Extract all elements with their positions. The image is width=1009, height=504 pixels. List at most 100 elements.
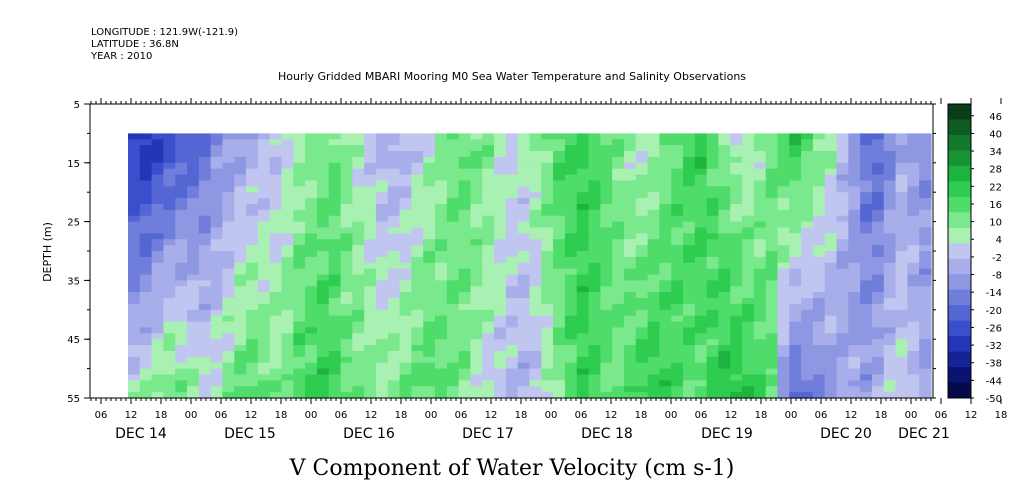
heatmap-cell <box>446 345 460 352</box>
heatmap-cell <box>222 339 235 346</box>
heatmap-cell <box>316 145 330 152</box>
heatmap-cell <box>883 156 897 164</box>
heatmap-cell <box>895 239 908 246</box>
heatmap-cell <box>753 298 767 305</box>
heatmap-cell <box>919 156 932 164</box>
heatmap-cell <box>163 321 176 329</box>
heatmap-cell <box>328 315 342 323</box>
heatmap-cell <box>340 309 353 317</box>
heatmap-cell <box>423 198 436 205</box>
heatmap-cell <box>612 386 625 393</box>
heatmap-cell <box>198 215 212 223</box>
heatmap-cell <box>600 262 613 270</box>
heatmap-cell <box>517 333 531 340</box>
heatmap-cell <box>718 168 731 176</box>
heatmap-cell <box>375 139 389 146</box>
heatmap-cell <box>375 274 389 281</box>
heatmap-cell <box>635 268 649 276</box>
heatmap-cell <box>919 392 932 399</box>
heatmap-cell <box>789 327 802 334</box>
heatmap-cell <box>718 339 731 346</box>
heatmap-cell <box>305 233 318 240</box>
heatmap-cell <box>375 280 389 287</box>
heatmap-cell <box>517 374 531 381</box>
heatmap-cell <box>753 262 767 270</box>
heatmap-cell <box>647 245 660 252</box>
heatmap-cell <box>765 268 779 276</box>
heatmap-cell <box>600 374 613 381</box>
heatmap-cell <box>246 256 259 264</box>
heatmap-cell <box>175 133 188 140</box>
heatmap-cell <box>836 139 849 146</box>
heatmap-cell <box>706 356 720 364</box>
heatmap-cell <box>765 198 779 205</box>
heatmap-cell <box>659 186 672 193</box>
heatmap-cell <box>187 139 200 146</box>
heatmap-cell <box>128 374 141 381</box>
heatmap-cell <box>600 133 613 140</box>
heatmap-cell <box>706 321 720 329</box>
heatmap-cell <box>494 186 507 193</box>
heatmap-cell <box>812 139 826 146</box>
heatmap-cell <box>753 292 767 299</box>
heatmap-cell <box>576 174 590 182</box>
heatmap-cell <box>399 333 413 340</box>
heatmap-cell <box>777 198 790 205</box>
heatmap-cell <box>635 350 649 358</box>
x-tick-label: 06 <box>575 410 588 421</box>
heatmap-cell <box>139 333 153 340</box>
heatmap-cell <box>281 309 294 317</box>
heatmap-cell <box>482 303 495 311</box>
heatmap-cell <box>659 262 672 270</box>
colorbar-tick-label: -50 <box>986 394 1002 405</box>
heatmap-cell <box>753 162 767 170</box>
heatmap-cell <box>564 380 578 387</box>
heatmap-cell <box>848 298 861 305</box>
heatmap-cell <box>494 327 507 334</box>
heatmap-cell <box>730 215 743 223</box>
heatmap-cell <box>505 239 519 246</box>
heatmap-cell <box>600 145 613 152</box>
heatmap-cell <box>352 174 365 182</box>
heatmap-cell <box>198 145 212 152</box>
heatmap-cell <box>257 333 271 340</box>
heatmap-cell <box>871 221 885 229</box>
heatmap-cell <box>269 380 283 387</box>
heatmap-cell <box>139 256 153 264</box>
heatmap-cell <box>730 292 743 299</box>
heatmap-cell <box>907 186 920 193</box>
heatmap-cell <box>482 239 495 246</box>
heatmap-cell <box>435 139 448 146</box>
heatmap-cell <box>128 251 141 258</box>
heatmap-cell <box>706 209 720 217</box>
heatmap-cell <box>860 156 873 164</box>
heatmap-cell <box>777 156 790 164</box>
heatmap-cell <box>163 180 176 187</box>
heatmap-cell <box>765 233 779 240</box>
heatmap-cell <box>222 292 235 299</box>
heatmap-cell <box>541 233 554 240</box>
heatmap-cell <box>293 339 306 346</box>
heatmap-cell <box>919 151 932 158</box>
heatmap-cell <box>246 268 259 276</box>
heatmap-cell <box>541 315 554 323</box>
heatmap-cell <box>399 251 413 258</box>
heatmap-cell <box>222 280 235 287</box>
heatmap-cell <box>694 374 708 381</box>
heatmap-cell <box>470 174 483 182</box>
heatmap-cell <box>411 256 424 264</box>
heatmap-cell <box>529 227 542 234</box>
heatmap-cell <box>210 362 224 370</box>
heatmap-cell <box>753 321 767 329</box>
heatmap-cell <box>588 392 601 399</box>
heatmap-cell <box>399 215 413 223</box>
heatmap-cell <box>895 303 908 311</box>
heatmap-cell <box>281 274 294 281</box>
heatmap-cell <box>505 145 519 152</box>
heatmap-cell <box>588 221 601 229</box>
heatmap-cell <box>541 350 554 358</box>
heatmap-cell <box>470 215 483 223</box>
heatmap-cell <box>883 256 897 264</box>
